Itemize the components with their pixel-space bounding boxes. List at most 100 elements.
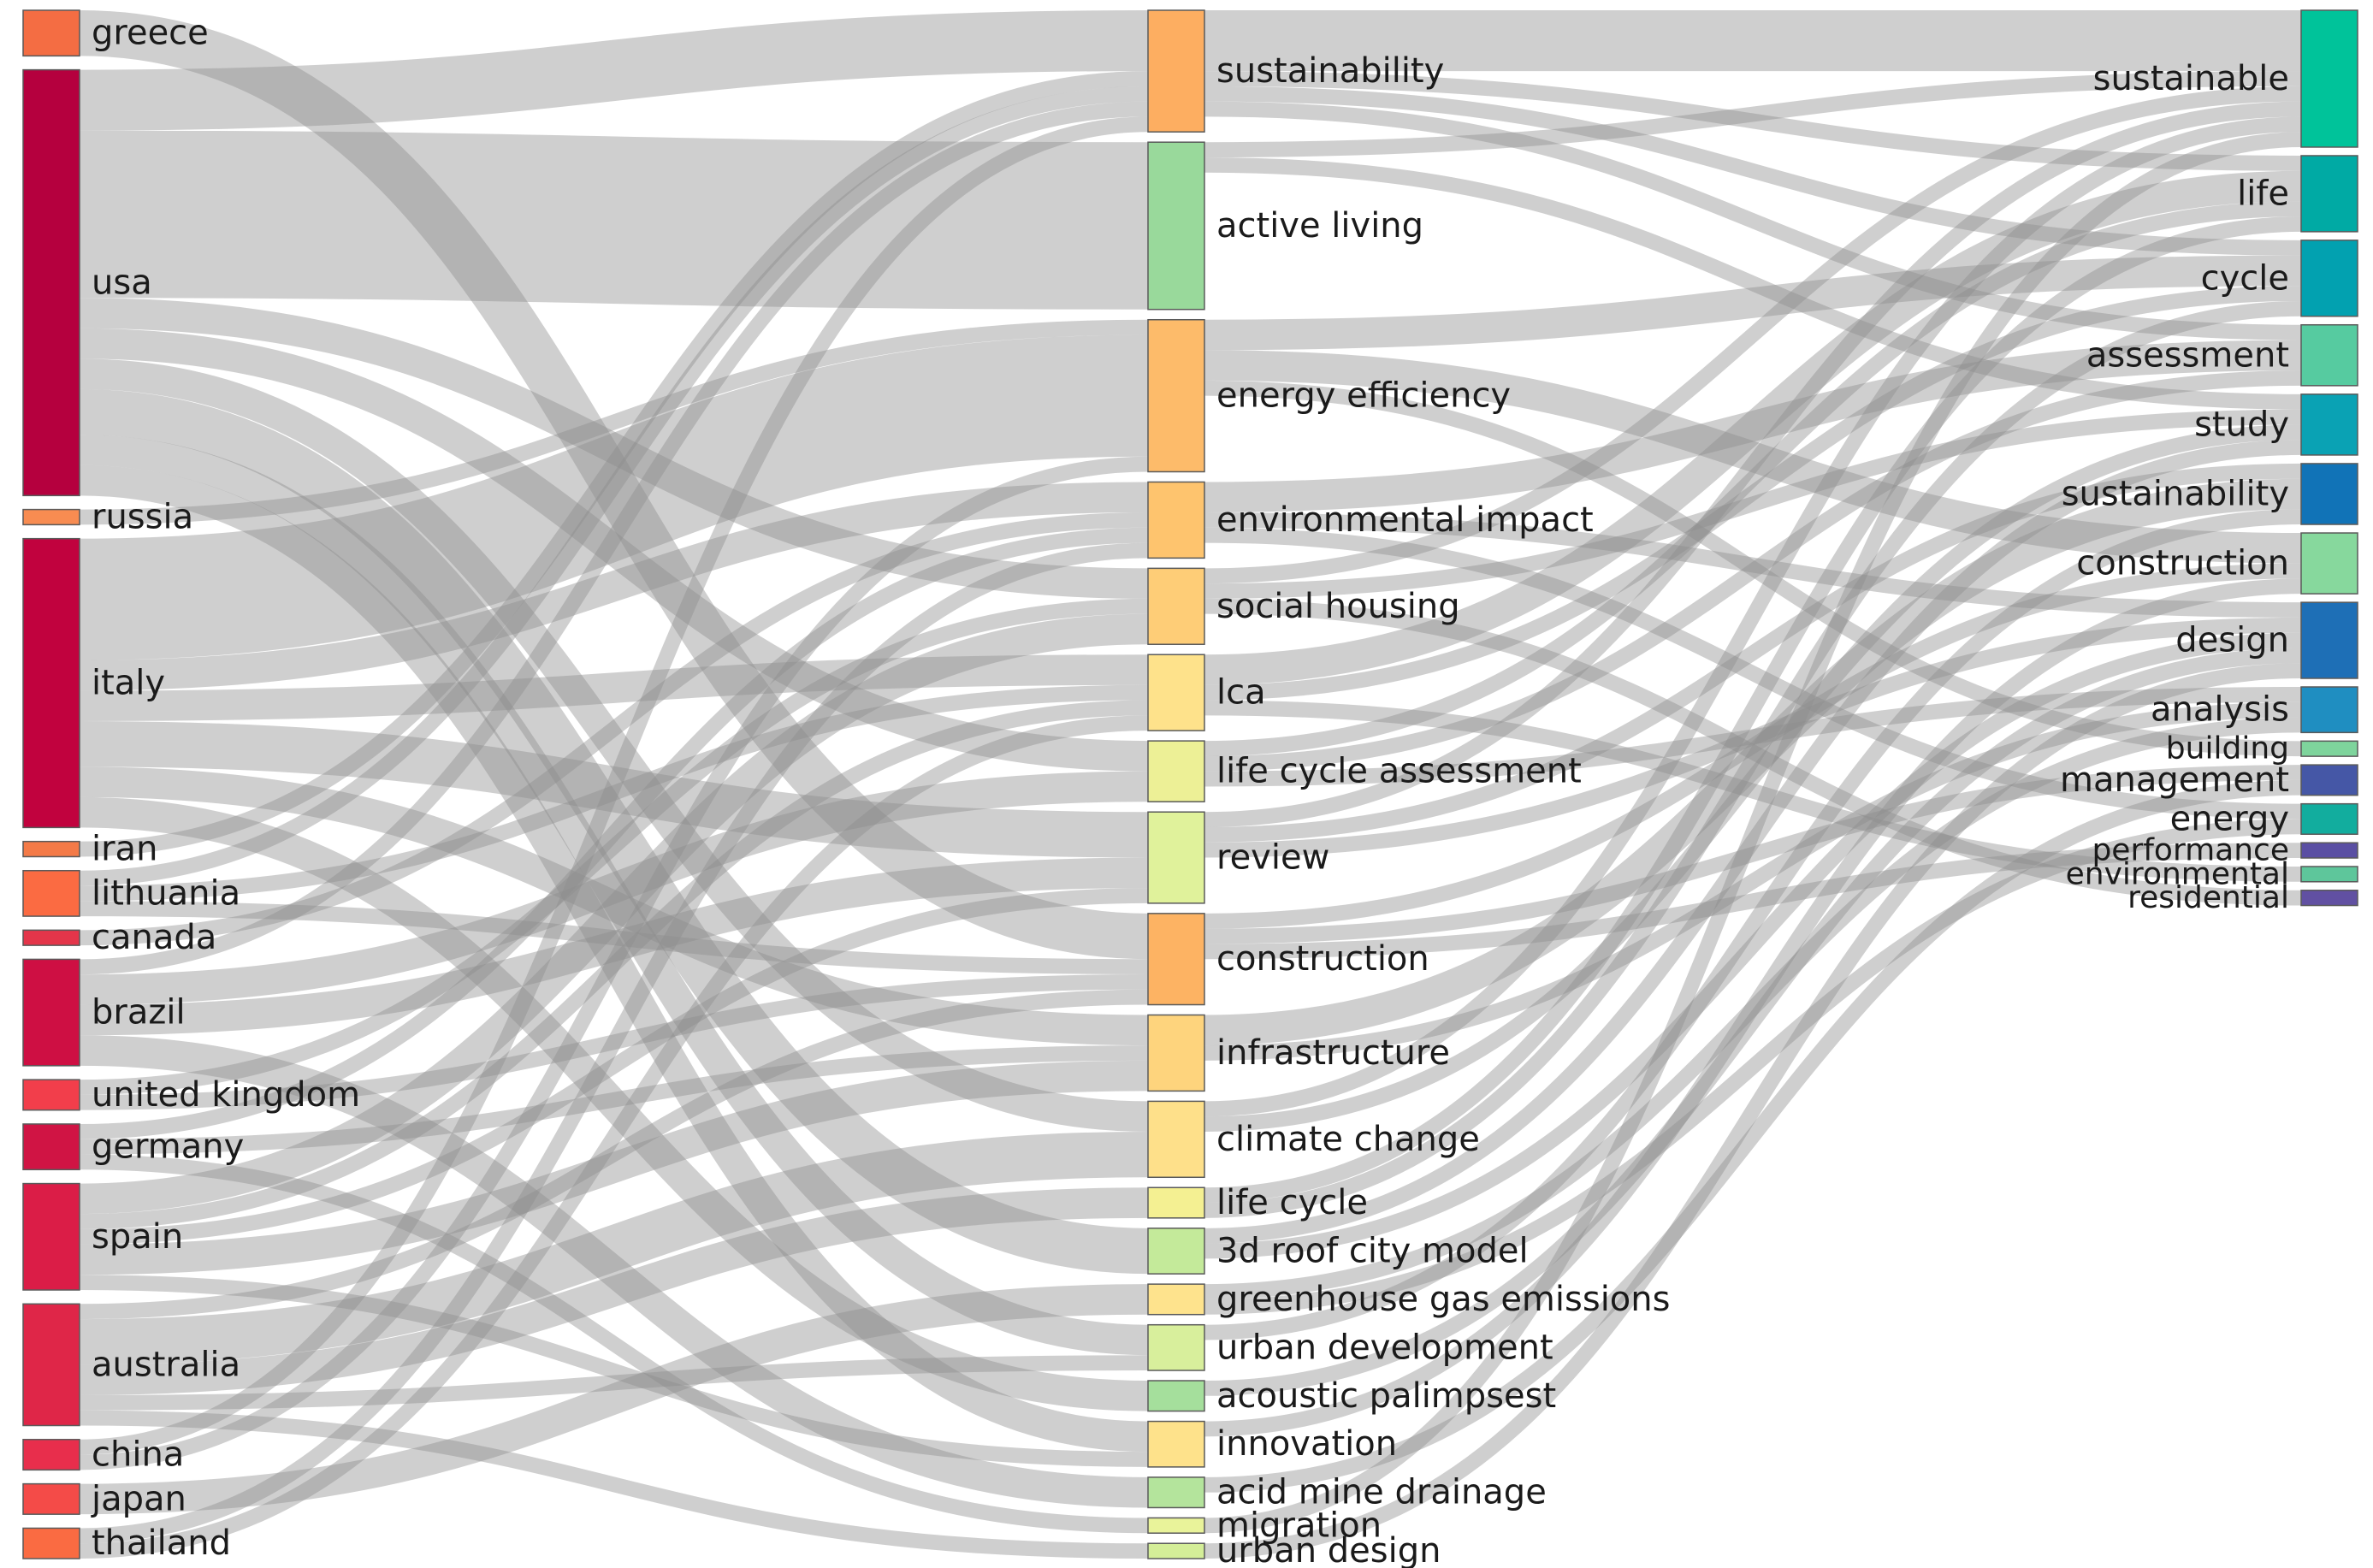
sankey-node-thailand[interactable]: [22, 1527, 80, 1559]
sankey-link[interactable]: [1204, 255, 2302, 351]
sankey-link[interactable]: [1204, 201, 2302, 756]
sankey-node-spain[interactable]: [22, 1182, 80, 1291]
sankey-link[interactable]: [79, 796, 1149, 1411]
sankey-link[interactable]: [1204, 632, 2302, 1259]
sankey-link[interactable]: [1204, 86, 2302, 256]
sankey-link[interactable]: [79, 86, 1149, 886]
sankey-node-brazil[interactable]: [22, 958, 80, 1067]
sankey-node-sustainable[interactable]: [2300, 9, 2358, 148]
sankey-link[interactable]: [1204, 370, 2302, 772]
sankey-node-germany[interactable]: [22, 1123, 80, 1171]
sankey-node-russia[interactable]: [22, 508, 80, 526]
sankey-link[interactable]: [1204, 527, 2302, 820]
sankey-link[interactable]: [79, 334, 1149, 660]
sankey-link[interactable]: [1204, 463, 2302, 843]
sankey-node-construction-k[interactable]: [1147, 913, 1205, 1006]
sankey-link[interactable]: [79, 857, 1149, 1036]
sankey-link[interactable]: [79, 1045, 1149, 1155]
sankey-link[interactable]: [1204, 512, 2302, 618]
sankey-link[interactable]: [1204, 132, 2302, 1534]
sankey-link[interactable]: [79, 319, 1149, 525]
sankey-node-t-construction[interactable]: [2300, 532, 2358, 595]
sankey-link[interactable]: [79, 973, 1149, 1110]
sankey-link[interactable]: [79, 358, 1149, 1132]
sankey-link[interactable]: [79, 888, 1149, 1245]
sankey-node-lithuania[interactable]: [22, 869, 80, 917]
sankey-link[interactable]: [79, 700, 1149, 1229]
sankey-node-urban-development[interactable]: [1147, 1323, 1205, 1371]
sankey-link[interactable]: [79, 116, 1149, 1455]
sankey-node-greece[interactable]: [22, 9, 80, 57]
sankey-link[interactable]: [79, 989, 1149, 1320]
sankey-node-infrastructure[interactable]: [1147, 1014, 1205, 1092]
sankey-node-roof-city-model[interactable]: [1147, 1228, 1205, 1275]
sankey-link[interactable]: [1204, 687, 2302, 787]
sankey-link[interactable]: [79, 1284, 1149, 1515]
sankey-link[interactable]: [1204, 86, 2302, 584]
sankey-link[interactable]: [79, 101, 1149, 975]
sankey-link[interactable]: [79, 527, 1149, 1139]
sankey-link[interactable]: [79, 901, 1149, 974]
sankey-link[interactable]: [79, 598, 1149, 1095]
sankey-link[interactable]: [1204, 509, 2302, 1340]
sankey-node-energy[interactable]: [2300, 802, 2358, 835]
sankey-link[interactable]: [1204, 648, 2302, 1396]
sankey-node-migration[interactable]: [1147, 1517, 1205, 1534]
sankey-link[interactable]: [79, 388, 1149, 1275]
sankey-node-active-living[interactable]: [1147, 141, 1205, 311]
sankey-link[interactable]: [1204, 717, 2302, 1299]
sankey-link[interactable]: [79, 10, 1149, 960]
sankey-link[interactable]: [79, 482, 1149, 691]
sankey-link[interactable]: [1204, 170, 2302, 685]
sankey-link[interactable]: [79, 1154, 1149, 1534]
sankey-link[interactable]: [79, 1035, 1149, 1508]
sankey-node-ghg[interactable]: [1147, 1283, 1205, 1316]
sankey-link[interactable]: [79, 720, 1149, 858]
sankey-node-assessment[interactable]: [2300, 323, 2358, 387]
sankey-node-design[interactable]: [2300, 601, 2358, 679]
sankey-link[interactable]: [1204, 701, 2302, 1061]
sankey-link[interactable]: [79, 1410, 1149, 1559]
sankey-link[interactable]: [79, 10, 1149, 131]
sankey-link[interactable]: [1204, 380, 2302, 757]
sankey-link[interactable]: [1204, 116, 2302, 1117]
sankey-link[interactable]: [79, 1131, 1149, 1365]
sankey-link[interactable]: [79, 542, 1149, 1544]
sankey-node-acoustic-palimpsest[interactable]: [1147, 1380, 1205, 1412]
sankey-node-analysis[interactable]: [2300, 686, 2358, 734]
sankey-node-k-sustainability[interactable]: [1147, 9, 1205, 133]
sankey-link[interactable]: [1204, 157, 2302, 410]
sankey-link[interactable]: [79, 654, 1149, 721]
sankey-link[interactable]: [1204, 700, 2302, 882]
sankey-node-life-cycle-assessment[interactable]: [1147, 740, 1205, 802]
sankey-link[interactable]: [1204, 843, 2302, 960]
sankey-link[interactable]: [79, 1187, 1149, 1395]
sankey-link[interactable]: [1204, 663, 2302, 1559]
sankey-link[interactable]: [79, 715, 1149, 1559]
sankey-link[interactable]: [1204, 101, 2302, 340]
sankey-node-acid-mine-drainage[interactable]: [1147, 1476, 1205, 1509]
sankey-node-urban-design[interactable]: [1147, 1542, 1205, 1559]
sankey-link[interactable]: [79, 1060, 1149, 1275]
sankey-link[interactable]: [1204, 340, 2302, 513]
sankey-node-innovation[interactable]: [1147, 1420, 1205, 1468]
sankey-node-social-housing[interactable]: [1147, 567, 1205, 645]
sankey-node-usa[interactable]: [22, 68, 80, 497]
sankey-link[interactable]: [79, 298, 1149, 599]
sankey-node-lca[interactable]: [1147, 654, 1205, 731]
sankey-link[interactable]: [1204, 350, 2302, 564]
sankey-node-cycle[interactable]: [2300, 240, 2358, 317]
sankey-link[interactable]: [79, 613, 1149, 1215]
sankey-node-environmental-impact[interactable]: [1147, 481, 1205, 559]
sankey-link[interactable]: [79, 684, 1149, 902]
sankey-node-japan[interactable]: [22, 1482, 80, 1515]
sankey-node-energy-efficiency[interactable]: [1147, 318, 1205, 473]
sankey-node-review[interactable]: [1147, 811, 1205, 904]
sankey-link[interactable]: [79, 456, 1149, 1470]
sankey-link[interactable]: [1204, 779, 2302, 1493]
sankey-link[interactable]: [1204, 216, 2302, 1204]
sankey-link[interactable]: [1204, 300, 2302, 1218]
sankey-link[interactable]: [1204, 286, 2302, 701]
sankey-link[interactable]: [1204, 71, 2302, 171]
sankey-node-performance[interactable]: [2300, 842, 2358, 859]
